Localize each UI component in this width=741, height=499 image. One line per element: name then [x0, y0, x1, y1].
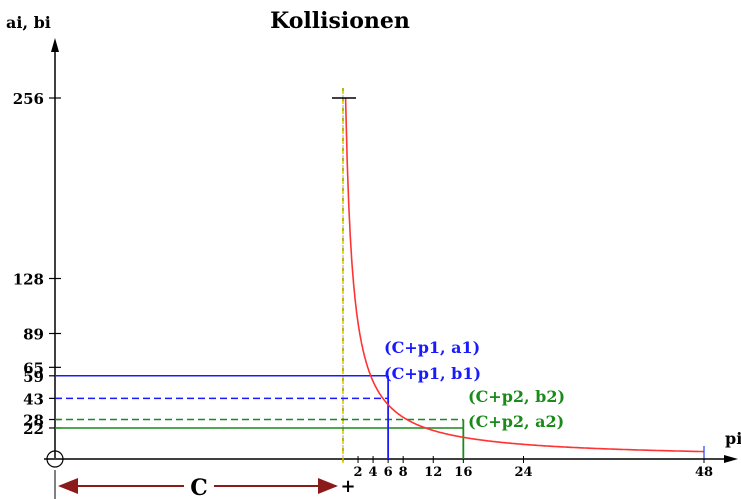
offset-label-bg — [184, 474, 214, 498]
x-tick-label: 24 — [514, 465, 532, 480]
x-axis-label: pi — [725, 429, 741, 448]
y-tick-label: 128 — [13, 271, 44, 289]
x-tick-label: 8 — [399, 465, 408, 480]
y-tick-label: 28 — [23, 412, 44, 430]
x-axis-arrow — [724, 455, 738, 463]
y-tick-label: 65 — [23, 359, 44, 377]
x-tick-label: 4 — [369, 465, 378, 480]
offset-label: C — [190, 475, 208, 499]
offset-plus-marker: + — [340, 476, 355, 497]
y-axis-arrow — [51, 38, 59, 52]
annotation-p2-b2: (C+p2, b2) — [468, 387, 565, 406]
x-tick-label: 12 — [424, 465, 442, 480]
x-tick-label: 2 — [354, 465, 363, 480]
reference-lines — [55, 375, 465, 459]
y-tick-label: 89 — [23, 325, 44, 343]
y-tick-label: 43 — [23, 390, 44, 408]
origin-marker — [46, 450, 64, 468]
y-tick-label: 59 — [23, 368, 44, 386]
x-tick-label: 6 — [384, 465, 393, 480]
x-tick-label: 48 — [695, 465, 713, 480]
curve-line — [344, 97, 704, 453]
y-tick-label: 256 — [13, 90, 44, 108]
annotation-p1-a1: (C+p1, a1) — [384, 338, 480, 357]
annotation-p1-b1: (C+p1, b1) — [384, 364, 481, 383]
annotation-p2-a2: (C+p2, a2) — [468, 412, 564, 431]
y-tick-label: 22 — [23, 420, 44, 438]
chart-title: Kollisionen — [270, 8, 410, 34]
x-tick-label: 16 — [454, 465, 472, 480]
y-axis-label: ai, bi — [6, 13, 51, 32]
